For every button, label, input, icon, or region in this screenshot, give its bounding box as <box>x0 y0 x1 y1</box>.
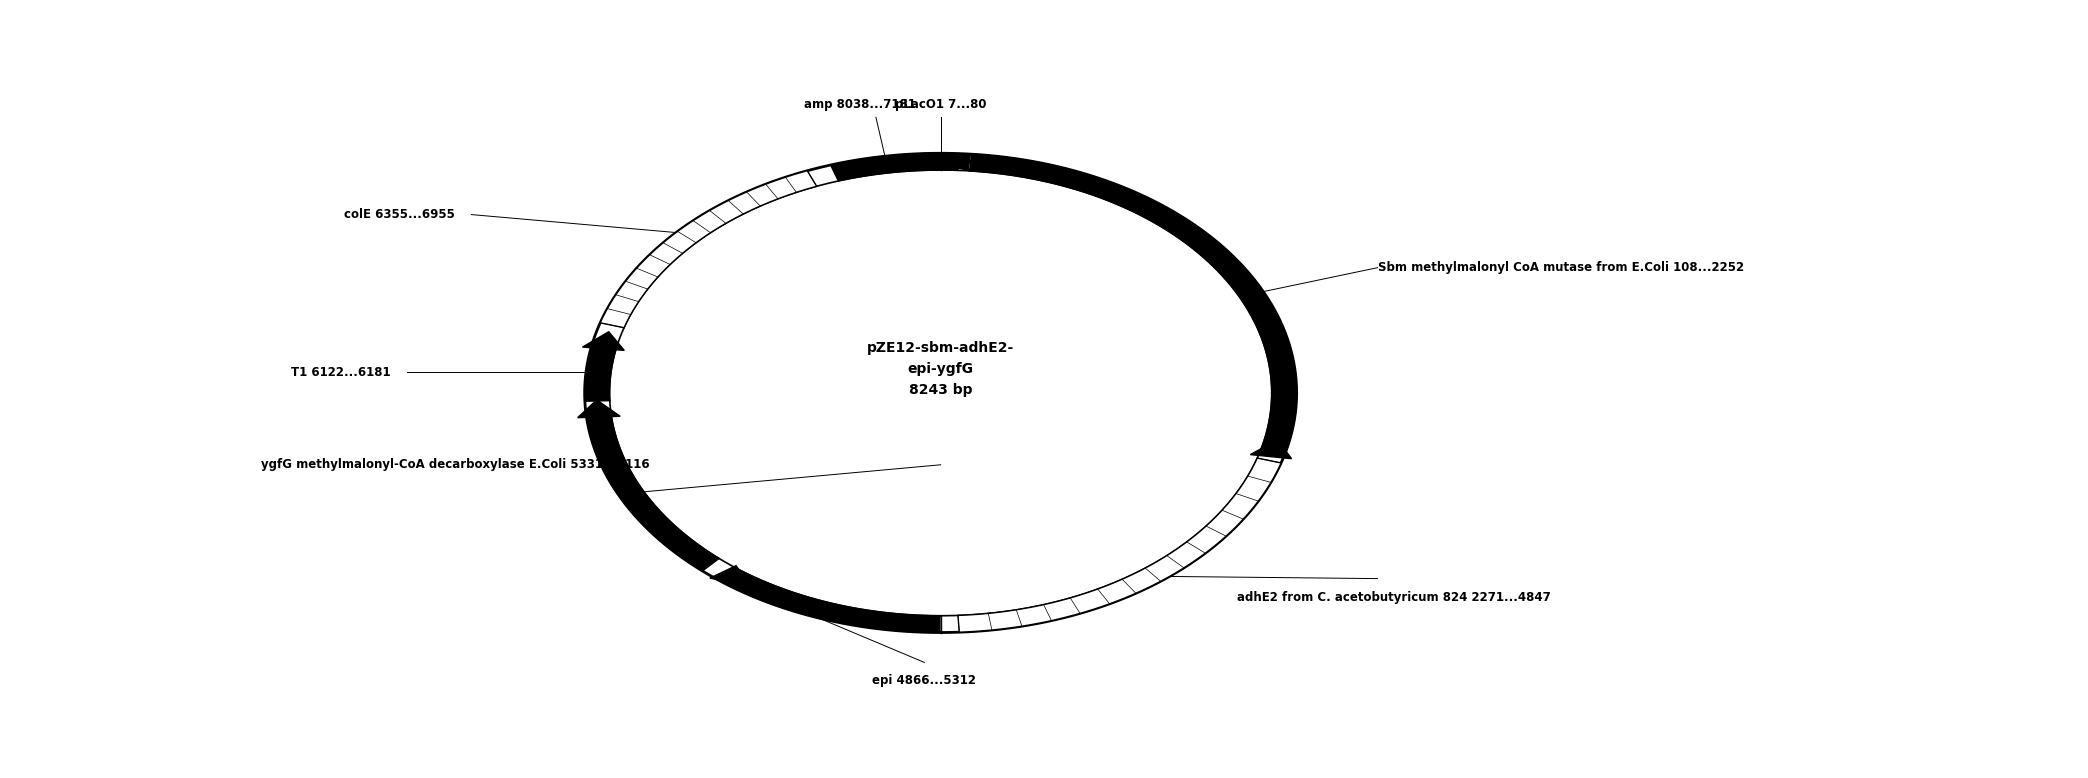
Polygon shape <box>929 154 977 170</box>
Text: colE 6355...6955: colE 6355...6955 <box>345 208 455 221</box>
Polygon shape <box>585 153 1297 633</box>
Polygon shape <box>710 566 750 586</box>
Text: epi 4866...5312: epi 4866...5312 <box>873 675 977 688</box>
Text: amp 8038...7181: amp 8038...7181 <box>804 98 917 111</box>
Polygon shape <box>929 156 969 169</box>
Text: ygfG methylmalonyl-CoA decarboxylase E.Coli 5331...6116: ygfG methylmalonyl-CoA decarboxylase E.C… <box>261 458 649 471</box>
Polygon shape <box>969 154 1297 455</box>
Polygon shape <box>578 400 620 418</box>
Text: Sbm methylmalonyl CoA mutase from E.Coli 108...2252: Sbm methylmalonyl CoA mutase from E.Coli… <box>1378 261 1743 274</box>
Polygon shape <box>585 343 616 401</box>
Text: pZE12-sbm-adhE2-
epi-ygfG
8243 bp: pZE12-sbm-adhE2- epi-ygfG 8243 bp <box>867 342 1015 397</box>
Polygon shape <box>923 153 958 170</box>
Text: adhE2 from C. acetobutyricum 824 2271...4847: adhE2 from C. acetobutyricum 824 2271...… <box>1236 591 1551 604</box>
Polygon shape <box>958 458 1282 633</box>
Text: pLacO1 7...80: pLacO1 7...80 <box>896 98 986 111</box>
Polygon shape <box>722 569 940 633</box>
Polygon shape <box>583 331 624 350</box>
Polygon shape <box>923 155 971 170</box>
Polygon shape <box>831 153 940 181</box>
Polygon shape <box>1251 440 1292 459</box>
Polygon shape <box>587 412 718 571</box>
Polygon shape <box>599 170 816 328</box>
Text: T1 6122...6181: T1 6122...6181 <box>290 366 390 379</box>
